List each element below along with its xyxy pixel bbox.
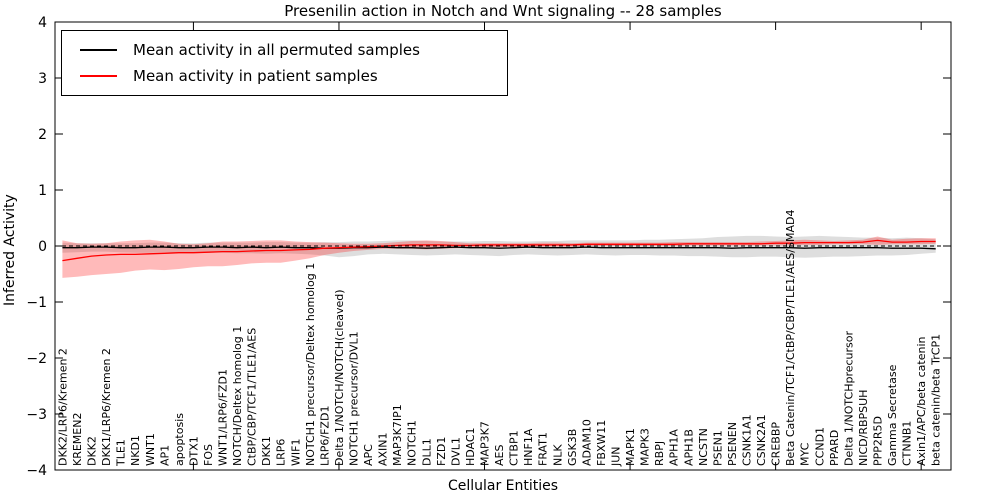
svg-text:NLK: NLK <box>551 444 564 466</box>
svg-text:4: 4 <box>38 15 47 31</box>
svg-text:FRAT1: FRAT1 <box>537 432 550 466</box>
svg-text:Gamma Secretase: Gamma Secretase <box>886 364 899 466</box>
svg-text:PSEN1: PSEN1 <box>711 430 724 466</box>
svg-text:CTBP1: CTBP1 <box>508 430 521 466</box>
svg-text:JUN: JUN <box>610 446 623 467</box>
svg-text:DVL1: DVL1 <box>449 437 462 466</box>
svg-text:LRP6: LRP6 <box>275 439 288 466</box>
svg-text:APH1A: APH1A <box>668 429 681 466</box>
svg-text:NKD1: NKD1 <box>129 435 142 466</box>
svg-text:KREMEN2: KREMEN2 <box>71 413 84 466</box>
svg-text:NOTCH1: NOTCH1 <box>406 420 419 466</box>
svg-text:NOTCH1 precursor/DVL1: NOTCH1 precursor/DVL1 <box>348 331 361 466</box>
svg-text:−4: −4 <box>26 463 47 479</box>
svg-text:RBPJ: RBPJ <box>653 441 666 466</box>
svg-text:AES: AES <box>493 445 506 466</box>
svg-text:MAPK3: MAPK3 <box>639 428 652 466</box>
svg-text:NICD/RBPSUH: NICD/RBPSUH <box>857 390 870 466</box>
svg-text:CSNK2A1: CSNK2A1 <box>755 414 768 466</box>
legend: Mean activity in all permuted samples Me… <box>61 30 508 96</box>
legend-label-patient: Mean activity in patient samples <box>133 67 378 85</box>
svg-text:HNF1A: HNF1A <box>522 428 535 466</box>
svg-text:MAP3K7IP1: MAP3K7IP1 <box>391 404 404 466</box>
svg-text:PPP2R5D: PPP2R5D <box>872 416 885 466</box>
svg-text:Axin1/APC/beta catenin: Axin1/APC/beta catenin <box>915 336 928 466</box>
svg-text:TLE1: TLE1 <box>115 439 128 467</box>
svg-text:Delta 1/NOTCHprecursor: Delta 1/NOTCHprecursor <box>842 331 855 466</box>
svg-text:PSENEN: PSENEN <box>726 422 739 466</box>
svg-text:3: 3 <box>38 71 47 87</box>
svg-text:MAP3K7: MAP3K7 <box>479 421 492 466</box>
svg-text:DKK1/LRP6/Kremen 2: DKK1/LRP6/Kremen 2 <box>100 348 113 466</box>
svg-text:APH1B: APH1B <box>682 429 695 466</box>
chart-title: Presenilin action in Notch and Wnt signa… <box>284 2 722 20</box>
svg-text:DKK2/LRP6/Kremen 2: DKK2/LRP6/Kremen 2 <box>56 348 69 466</box>
svg-text:DTX1: DTX1 <box>187 436 200 466</box>
svg-text:Beta Catenin/TCF1/CtBP/CBP/TLE: Beta Catenin/TCF1/CtBP/CBP/TLE1/AES/SMAD… <box>784 210 797 466</box>
svg-text:FBXW11: FBXW11 <box>595 420 608 466</box>
svg-text:CCND1: CCND1 <box>813 427 826 466</box>
svg-text:CSNK1A1: CSNK1A1 <box>741 414 754 466</box>
legend-item-permuted: Mean activity in all permuted samples <box>74 37 495 63</box>
svg-text:LRP6/FZD1: LRP6/FZD1 <box>318 406 331 466</box>
svg-text:MAPK1: MAPK1 <box>624 428 637 466</box>
svg-text:MYC: MYC <box>799 442 812 466</box>
black-line-swatch <box>80 49 117 51</box>
svg-text:−1: −1 <box>26 295 47 311</box>
x-axis-label: Cellular Entities <box>447 478 559 494</box>
svg-text:−3: −3 <box>26 407 47 423</box>
svg-text:NOTCH1 precursor/Deltex homolo: NOTCH1 precursor/Deltex homolog 1 <box>304 263 317 466</box>
svg-text:2: 2 <box>38 127 47 143</box>
svg-text:Delta 1/NOTCH/NOTCH(cleaved): Delta 1/NOTCH/NOTCH(cleaved) <box>333 289 346 466</box>
svg-text:beta catenin/beta TrCP1: beta catenin/beta TrCP1 <box>930 334 943 466</box>
svg-text:DKK1: DKK1 <box>260 436 273 466</box>
svg-text:AXIN1: AXIN1 <box>377 432 390 466</box>
svg-text:CTNNB1: CTNNB1 <box>901 421 914 466</box>
svg-text:PPARD: PPARD <box>828 430 841 466</box>
svg-text:DKK2: DKK2 <box>86 436 99 466</box>
legend-item-patient: Mean activity in patient samples <box>74 63 495 89</box>
svg-text:APC: APC <box>362 444 375 466</box>
legend-label-permuted: Mean activity in all permuted samples <box>133 41 420 59</box>
svg-text:CtBP/CBP/TCF1/TLE1/AES: CtBP/CBP/TCF1/TLE1/AES <box>246 328 259 466</box>
svg-text:FOS: FOS <box>202 444 215 466</box>
svg-text:NOTCH/Deltex homolog 1: NOTCH/Deltex homolog 1 <box>231 326 244 466</box>
svg-text:GSK3B: GSK3B <box>566 429 579 466</box>
svg-text:0: 0 <box>38 239 47 255</box>
svg-text:WIF1: WIF1 <box>289 439 302 466</box>
svg-text:WNT1: WNT1 <box>144 433 157 466</box>
svg-text:WNT1/LRP6/FZD1: WNT1/LRP6/FZD1 <box>217 369 230 466</box>
red-line-swatch <box>80 75 117 77</box>
svg-text:AP1: AP1 <box>158 445 171 466</box>
svg-text:HDAC1: HDAC1 <box>464 427 477 466</box>
svg-text:FZD1: FZD1 <box>435 437 448 466</box>
svg-text:ADAM10: ADAM10 <box>580 419 593 466</box>
svg-text:CREBBP: CREBBP <box>770 422 783 466</box>
svg-text:−2: −2 <box>26 351 47 367</box>
svg-text:DLL1: DLL1 <box>420 438 433 466</box>
svg-text:apoptosis: apoptosis <box>173 413 186 466</box>
svg-text:1: 1 <box>38 183 47 199</box>
svg-text:NCSTN: NCSTN <box>697 428 710 466</box>
